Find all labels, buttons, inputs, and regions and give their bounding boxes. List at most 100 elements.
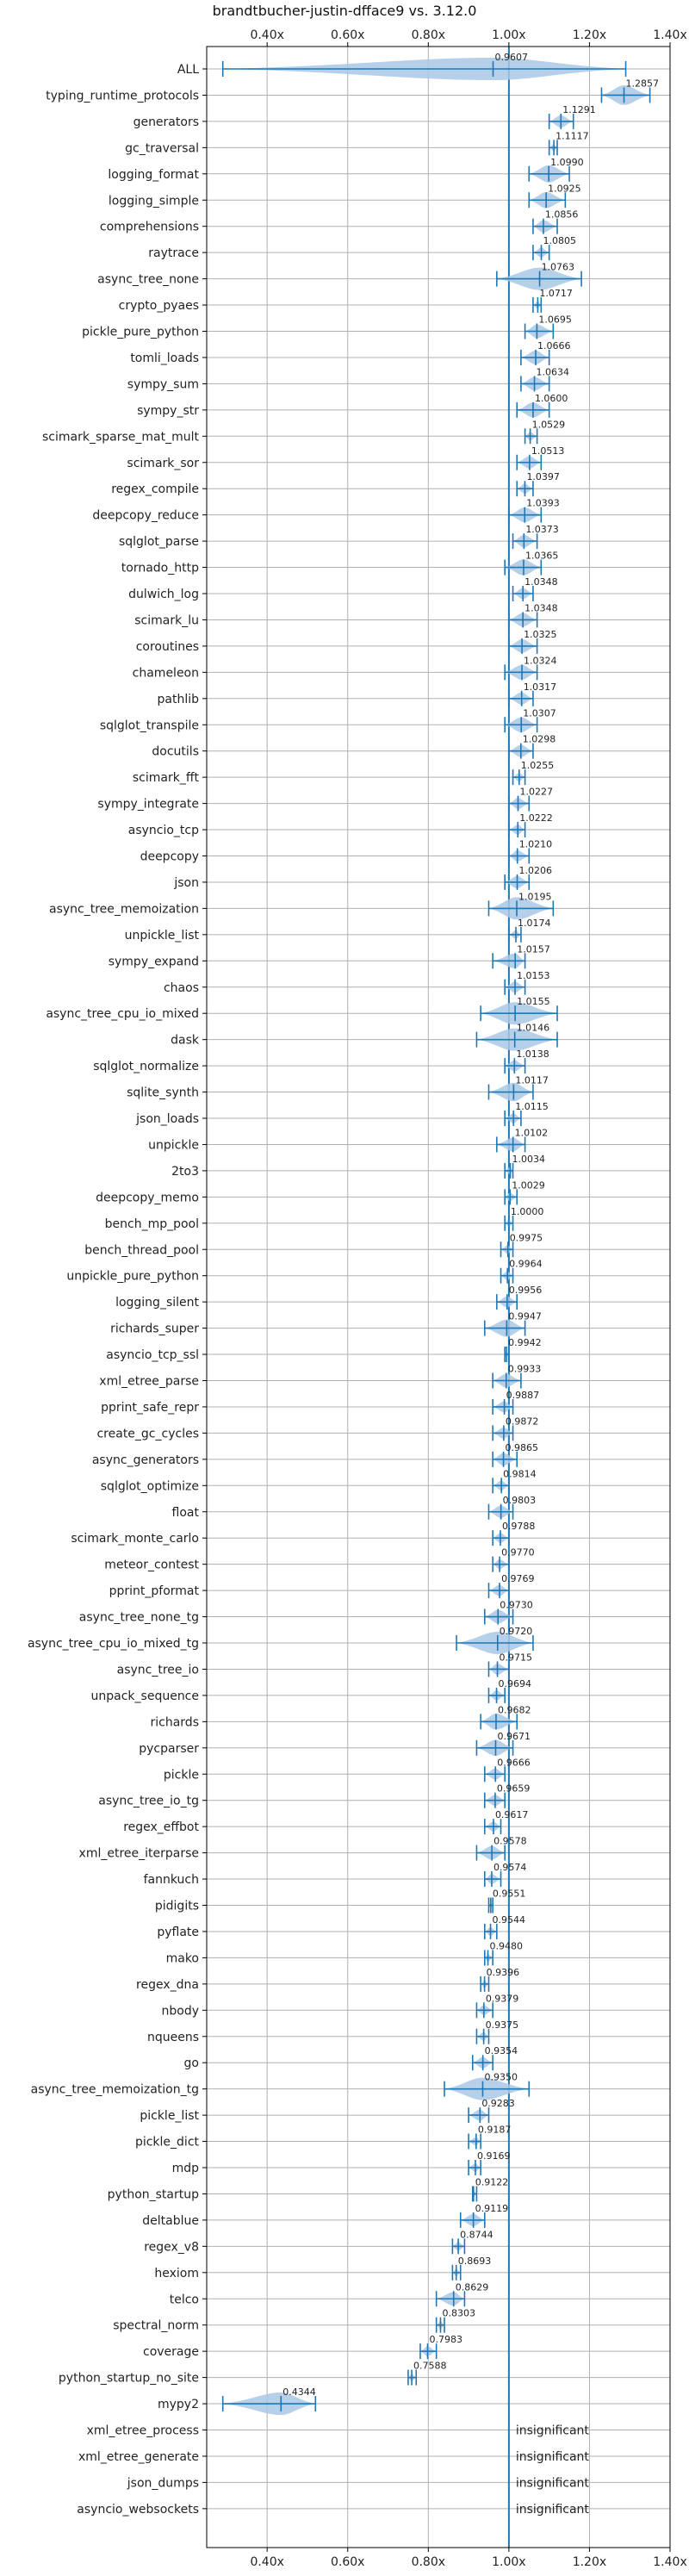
benchmark-name: logging_simple xyxy=(109,194,199,208)
violin-meteor_contest xyxy=(492,1556,510,1572)
value-label: 0.9375 xyxy=(486,2019,519,2031)
value-label: 0.9122 xyxy=(475,2176,509,2187)
value-label: 0.9814 xyxy=(503,1468,537,1479)
violin-tomli_loads xyxy=(520,349,550,365)
violin-logging_simple xyxy=(528,191,567,208)
violin-pprint_safe_repr xyxy=(492,1398,514,1415)
value-label: 1.0717 xyxy=(539,288,573,299)
benchmark-name: pyflate xyxy=(157,1926,199,1939)
violin-docutils xyxy=(508,743,534,759)
violin-async_generators xyxy=(492,1451,518,1467)
benchmark-name: tornado_http xyxy=(121,562,199,576)
value-label: 0.9480 xyxy=(490,1940,524,1951)
benchmark-name: xml_etree_process xyxy=(87,2424,199,2438)
violin-comprehensions xyxy=(532,218,558,234)
value-label: 0.9379 xyxy=(486,1993,519,2004)
benchmark-name: regex_effbot xyxy=(123,1820,199,1834)
violin-unpack_sequence xyxy=(487,1687,506,1703)
value-label: 0.9956 xyxy=(509,1285,543,1296)
benchmark-name: go xyxy=(184,2056,199,2070)
benchmark-name: chaos xyxy=(164,981,199,995)
value-label: 0.9715 xyxy=(500,1652,533,1663)
benchmark-name: nqueens xyxy=(147,2031,199,2044)
violin-raytrace xyxy=(532,245,550,261)
violin-regex_compile xyxy=(516,481,534,497)
benchmark-name: regex_compile xyxy=(111,482,199,496)
benchmark-name: xml_etree_generate xyxy=(78,2450,199,2464)
violin-sympy_sum xyxy=(520,376,550,392)
value-label: 0.9942 xyxy=(508,1337,542,1348)
benchmark-name: deepcopy xyxy=(140,850,199,864)
benchmark-name: async_tree_none_tg xyxy=(79,1611,199,1625)
benchmark-name: coroutines xyxy=(136,640,199,654)
benchmark-name: pickle_pure_python xyxy=(82,326,199,339)
violin-tornado_http xyxy=(504,559,543,576)
value-label: 0.9350 xyxy=(484,2072,518,2083)
benchmark-name: scimark_sparse_mat_mult xyxy=(42,430,199,444)
value-label: 0.8693 xyxy=(458,2256,492,2267)
benchmark-name: crypto_pyaes xyxy=(119,299,199,313)
benchmark-name: sqlglot_optimize xyxy=(101,1479,199,1493)
benchmark-name: pickle_list xyxy=(140,2109,199,2123)
violin-sqlglot_normalize xyxy=(504,1058,526,1074)
violin-pathlib xyxy=(508,690,534,706)
benchmark-name: ALL xyxy=(177,63,199,77)
value-label: 1.0348 xyxy=(525,602,558,613)
violin-gc_traversal xyxy=(548,140,558,156)
violin-deepcopy xyxy=(508,848,531,864)
benchmark-name: json_dumps xyxy=(127,2476,199,2490)
value-label: 1.0206 xyxy=(519,865,553,876)
benchmark-name: asyncio_tcp xyxy=(128,824,199,837)
x-tick-label-top: 0.60x xyxy=(331,28,364,42)
x-tick-label-bottom: 1.20x xyxy=(573,2555,606,2569)
value-label: 1.0805 xyxy=(543,235,577,246)
x-tick-label-bottom: 1.00x xyxy=(492,2555,525,2569)
value-label: 1.0634 xyxy=(537,366,570,377)
value-label: 1.0029 xyxy=(512,1179,545,1191)
benchmark-name: pycparser xyxy=(139,1742,199,1756)
violin-async_tree_io_tg xyxy=(483,1792,506,1808)
violin-xml_etree_iterparse xyxy=(475,1845,506,1861)
value-label: 1.0348 xyxy=(525,576,558,588)
benchmark-name: mako xyxy=(166,1951,199,1965)
violin-regex_v8 xyxy=(451,2238,466,2255)
violin-async_tree_cpu_io_mixed xyxy=(480,1002,558,1025)
violin-logging_format xyxy=(528,165,570,183)
violin-deltablue xyxy=(459,2212,486,2228)
benchmark-name: generators xyxy=(133,115,199,129)
violin-sympy_str xyxy=(516,401,550,418)
benchmark-name: pickle_dict xyxy=(135,2136,200,2150)
benchmark-name: pathlib xyxy=(158,693,200,706)
value-label: 0.7588 xyxy=(413,2361,447,2372)
benchmark-name: logging_silent xyxy=(115,1296,199,1310)
benchmark-name: pickle xyxy=(164,1768,199,1782)
value-label: 1.0155 xyxy=(517,996,550,1007)
violin-unpickle_pure_python xyxy=(500,1267,514,1284)
benchmark-name: fannkuch xyxy=(144,1873,199,1887)
value-label: 1.0324 xyxy=(524,655,557,666)
benchmark-name: meteor_contest xyxy=(104,1559,199,1572)
x-tick-label-top: 0.40x xyxy=(250,28,283,42)
benchmark-name: mdp xyxy=(172,2162,200,2175)
violin-async_tree_none_tg xyxy=(483,1608,514,1625)
benchmark-name: scimark_monte_carlo xyxy=(71,1532,199,1546)
value-label: 1.1291 xyxy=(562,104,596,115)
violin-crypto_pyaes xyxy=(532,297,543,314)
benchmark-name: create_gc_cycles xyxy=(96,1427,199,1440)
violin-nqueens xyxy=(475,2028,490,2044)
violin-async_tree_memoization_tg xyxy=(444,2077,531,2100)
benchmark-name: hexiom xyxy=(154,2267,199,2280)
value-label: 1.0138 xyxy=(516,1048,549,1060)
benchmark-name: async_tree_cpu_io_mixed_tg xyxy=(28,1637,199,1651)
value-label: 0.9947 xyxy=(508,1311,542,1322)
value-label: 1.0157 xyxy=(517,943,550,955)
violin-pidigits xyxy=(487,1897,493,1913)
x-tick-label-bottom: 0.60x xyxy=(331,2555,364,2569)
plot-frame xyxy=(206,46,671,2548)
value-label: 0.9617 xyxy=(495,1809,529,1820)
benchmark-name: dask xyxy=(171,1034,200,1048)
violin-mako xyxy=(483,1950,493,1966)
violin-mdp xyxy=(468,2160,481,2175)
violin-go xyxy=(471,2055,493,2071)
